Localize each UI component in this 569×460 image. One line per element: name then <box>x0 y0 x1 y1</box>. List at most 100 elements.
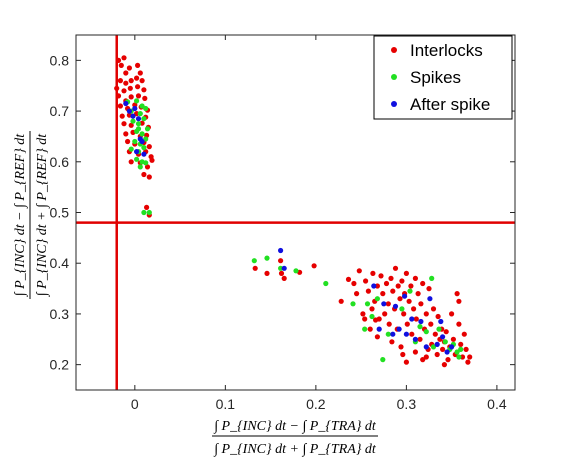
data-point <box>117 103 123 109</box>
data-point <box>443 329 449 335</box>
data-point <box>134 75 140 81</box>
x-axis-label-denominator: ∫ P_{INC} dt + ∫ P_{TRA} dt <box>213 442 377 457</box>
data-point <box>388 275 394 281</box>
series-interlocks <box>114 55 473 368</box>
legend-entry-label: Interlocks <box>410 41 483 60</box>
legend: Interlocks Spikes After spike <box>373 35 513 120</box>
data-point <box>143 160 149 166</box>
data-point <box>115 93 122 99</box>
legend-box <box>373 35 513 120</box>
data-point <box>264 255 270 261</box>
data-point <box>134 98 140 104</box>
data-point <box>135 126 142 132</box>
data-point <box>423 311 429 317</box>
data-point <box>144 204 150 210</box>
data-point <box>412 275 418 281</box>
data-point <box>356 268 362 274</box>
data-point <box>399 278 405 284</box>
data-point <box>467 354 473 360</box>
data-point <box>461 331 467 337</box>
data-point <box>383 280 390 287</box>
data-point <box>141 171 147 178</box>
data-point <box>132 105 138 112</box>
data-point <box>364 301 371 307</box>
data-point <box>338 298 344 304</box>
data-point <box>137 111 143 117</box>
data-point <box>440 334 446 340</box>
data-point <box>278 247 284 254</box>
data-point <box>392 265 399 271</box>
data-point <box>426 286 432 292</box>
y-tick-label: 0.2 <box>50 357 70 373</box>
data-point <box>135 93 142 99</box>
data-point <box>141 151 147 157</box>
x-axis-label-numerator: ∫ P_{INC} dt − ∫ P_{TRA} dt <box>213 419 377 434</box>
data-point <box>123 70 129 76</box>
legend-marker <box>391 47 397 53</box>
data-point <box>137 164 143 170</box>
data-point <box>123 131 129 137</box>
data-point <box>407 288 413 294</box>
data-point <box>427 296 433 302</box>
data-point <box>126 108 132 114</box>
data-point <box>351 280 357 287</box>
data-point <box>376 326 382 332</box>
data-point <box>115 57 122 64</box>
data-point <box>350 301 356 307</box>
data-point <box>362 326 368 332</box>
data-point <box>435 313 441 320</box>
legend-marker <box>391 101 397 107</box>
data-point <box>119 113 125 119</box>
data-point <box>434 341 440 347</box>
data-point <box>401 311 407 317</box>
y-axis-label: ∫ P_{INC} dt − ∫ P_{REF} dt ∫ P_{INC} dt… <box>13 131 50 299</box>
data-point <box>374 334 380 340</box>
y-tick-label: 0.8 <box>50 52 70 68</box>
data-point <box>369 306 375 312</box>
data-point <box>398 344 404 350</box>
data-point <box>386 321 392 327</box>
data-point <box>412 349 418 355</box>
data-point <box>123 100 129 107</box>
data-point <box>128 94 134 100</box>
data-point <box>440 346 446 352</box>
data-point <box>126 65 132 71</box>
data-point <box>392 303 399 309</box>
data-point <box>429 275 435 281</box>
y-axis-label-numerator: ∫ P_{INC} dt − ∫ P_{REF} dt <box>13 133 28 297</box>
data-point <box>311 263 317 269</box>
y-tick-label: 0.5 <box>50 205 70 221</box>
data-point <box>430 306 437 312</box>
data-point <box>403 270 409 276</box>
data-point <box>396 326 402 332</box>
x-axis-label: ∫ P_{INC} dt − ∫ P_{TRA} dt ∫ P_{INC} dt… <box>212 419 378 457</box>
data-point <box>436 326 442 332</box>
data-point <box>456 354 462 360</box>
data-point <box>395 283 401 289</box>
data-point <box>418 301 424 307</box>
data-point <box>141 87 147 93</box>
data-point <box>417 324 423 330</box>
data-point <box>374 283 380 289</box>
data-point <box>132 138 138 145</box>
data-point <box>454 349 460 355</box>
data-point <box>139 131 145 137</box>
data-point <box>399 306 405 312</box>
data-point <box>444 349 450 355</box>
data-point <box>428 321 434 327</box>
data-point <box>121 55 127 61</box>
data-point <box>278 270 285 276</box>
data-point <box>135 84 141 90</box>
data-point <box>420 357 426 363</box>
data-point <box>380 291 386 297</box>
data-point <box>149 157 155 163</box>
y-tick-label: 0.6 <box>50 154 70 170</box>
x-tick-label: 0.3 <box>397 396 417 412</box>
x-tick-label: 0 <box>131 396 139 412</box>
data-point <box>323 280 329 287</box>
data-point <box>128 122 134 128</box>
data-point <box>381 301 387 307</box>
data-point <box>141 116 147 122</box>
data-point <box>134 149 140 155</box>
data-point <box>130 113 136 119</box>
